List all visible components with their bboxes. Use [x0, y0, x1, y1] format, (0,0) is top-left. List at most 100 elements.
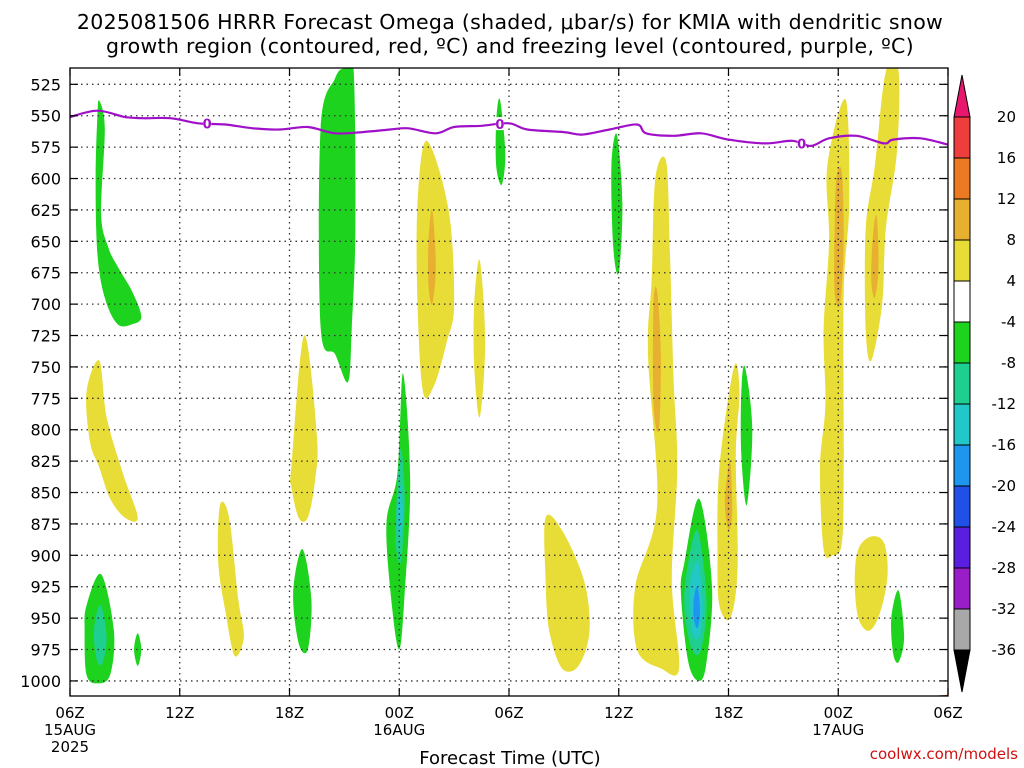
colorbar-bin — [953, 116, 971, 159]
y-tick-label: 775 — [30, 389, 61, 408]
colorbar-label: -32 — [992, 600, 1017, 618]
y-tick-label: 700 — [30, 295, 61, 314]
omega-region-0 — [95, 100, 142, 327]
omega-region-21 — [428, 209, 436, 305]
y-tick-label: 525 — [30, 75, 61, 94]
omega-region-31 — [871, 215, 879, 299]
y-tick-label: 875 — [30, 515, 61, 534]
y-tick-label: 900 — [30, 546, 61, 565]
y-tick-label: 675 — [30, 264, 61, 283]
colorbar-label: 12 — [997, 190, 1016, 208]
omega-region-6 — [293, 548, 312, 654]
colorbar-bin — [953, 280, 971, 323]
x-tick-date: 17AUG — [812, 721, 864, 739]
y-tick-label: 625 — [30, 201, 61, 220]
y-axis: 525 550 575 600 625 650 675 700 725 750 775 800 825 8… — [20, 75, 948, 691]
x-tick-label: 00Z — [385, 704, 414, 722]
colorbar-bin — [953, 526, 971, 569]
omega-region-30 — [864, 68, 900, 362]
colorbar-bin — [953, 239, 971, 282]
colorbar-bin — [953, 608, 971, 651]
y-tick-label: 1000 — [20, 672, 61, 691]
y-tick-label: 950 — [30, 609, 61, 628]
x-tick-label: 12Z — [165, 704, 194, 722]
omega-region-5 — [891, 590, 905, 663]
omega-region-28 — [819, 98, 850, 559]
colorbar-bin — [953, 444, 971, 487]
omega-region-3 — [611, 133, 623, 275]
colorbar-label: 20 — [997, 108, 1016, 126]
x-tick-date: 16AUG — [373, 721, 425, 739]
y-tick-label: 750 — [30, 358, 61, 377]
colorbar-bin — [953, 485, 971, 528]
colorbar: 20 16 12 8 4 -4 -8 -12 -16 -20 -24 -28 -32 -36 — [953, 74, 1017, 693]
omega-region-1 — [318, 68, 356, 383]
omega-region-25 — [652, 286, 661, 433]
x-tick-label: 06Z — [494, 704, 523, 722]
colorbar-bin — [953, 567, 971, 610]
colorbar-label: -24 — [992, 518, 1017, 536]
colorbar-label: -4 — [1001, 313, 1016, 331]
colorbar-bin — [953, 321, 971, 364]
freezing-level-label: 0 — [797, 137, 806, 152]
colorbar-bottom-triangle — [953, 649, 971, 693]
colorbar-label: -12 — [992, 395, 1017, 413]
colorbar-bin — [953, 157, 971, 200]
freezing-level-label-bg — [203, 116, 212, 130]
plot-area: 0 0 0 — [69, 67, 949, 697]
x-tick-label: 18Z — [275, 704, 304, 722]
colorbar-label: 4 — [1006, 272, 1016, 290]
y-tick-label: 550 — [30, 107, 61, 126]
freezing-level-label: 0 — [495, 118, 504, 133]
y-tick-label: 575 — [30, 138, 61, 157]
colorbar-label: 8 — [1006, 231, 1016, 249]
colorbar-top-triangle — [953, 74, 971, 118]
freezing-level-label-bg — [495, 117, 504, 131]
y-tick-label: 650 — [30, 232, 61, 251]
y-tick-label: 925 — [30, 578, 61, 597]
colorbar-label: -8 — [1001, 354, 1016, 372]
omega-region-32 — [854, 536, 888, 631]
chart-title-line1: 2025081506 HRRR Forecast Omega (shaded, … — [77, 10, 943, 34]
colorbar-bin — [953, 198, 971, 241]
y-tick-label: 825 — [30, 452, 61, 471]
y-tick-label: 725 — [30, 327, 61, 346]
y-tick-label: 850 — [30, 484, 61, 503]
y-tick-label: 600 — [30, 170, 61, 189]
omega-region-9 — [93, 605, 107, 666]
omega-region-4 — [740, 365, 753, 506]
freezing-level-line — [70, 109, 948, 148]
x-tick-label: 06Z — [933, 704, 962, 722]
colorbar-label: -20 — [992, 477, 1017, 495]
omega-region-23 — [544, 514, 590, 672]
colorbar-label: -28 — [992, 559, 1017, 577]
colorbar-label: 16 — [997, 149, 1016, 167]
x-tick-label: 06Z — [55, 704, 84, 722]
colorbar-bin — [953, 403, 971, 446]
omega-region-22 — [473, 259, 486, 418]
x-tick-date: 15AUG — [44, 721, 96, 739]
omega-region-7 — [134, 633, 142, 666]
x-tick-year: 2025 — [51, 738, 89, 756]
colorbar-bin — [953, 362, 971, 405]
omega-region-17 — [86, 360, 138, 522]
omega-region-19 — [290, 335, 318, 522]
chart-title-line2: growth region (contoured, red, ºC) and f… — [106, 34, 914, 58]
freezing-level-label-bg — [797, 136, 806, 150]
credit-text: coolwx.com/models — [870, 745, 1018, 763]
omega-region-27 — [724, 460, 733, 531]
omega-region-18 — [217, 501, 244, 657]
y-tick-label: 975 — [30, 641, 61, 660]
x-axis-label: Forecast Time (UTC) — [419, 748, 600, 768]
x-tick-label: 12Z — [604, 704, 633, 722]
x-tick-label: 00Z — [824, 704, 853, 722]
x-tick-label: 18Z — [714, 704, 743, 722]
plot-inner: 0 0 0 — [70, 68, 948, 696]
y-tick-label: 800 — [30, 421, 61, 440]
omega-region-2 — [495, 98, 506, 186]
colorbar-label: -36 — [992, 641, 1017, 659]
colorbar-label: -16 — [992, 436, 1017, 454]
freezing-level-label: 0 — [203, 118, 212, 133]
